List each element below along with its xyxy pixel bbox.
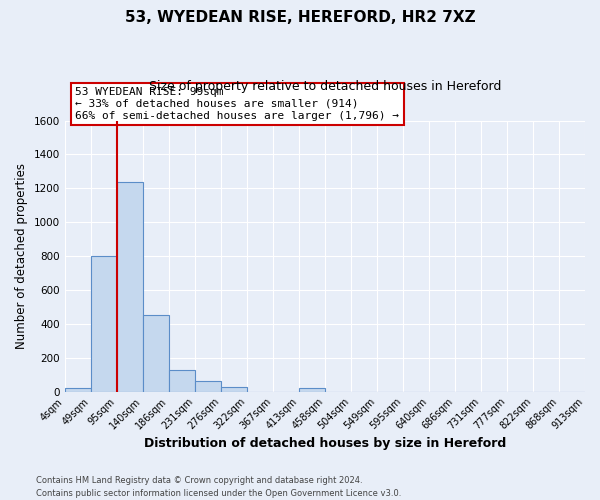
Bar [91,256,117,392]
Text: 53, WYEDEAN RISE, HEREFORD, HR2 7XZ: 53, WYEDEAN RISE, HEREFORD, HR2 7XZ [125,10,475,25]
Bar [221,388,247,392]
Bar [195,380,221,392]
Bar [117,182,143,392]
Text: Contains HM Land Registry data © Crown copyright and database right 2024.: Contains HM Land Registry data © Crown c… [36,476,362,485]
Text: Contains public sector information licensed under the Open Government Licence v3: Contains public sector information licen… [36,488,401,498]
Bar [299,388,325,392]
Bar [169,370,195,392]
Y-axis label: Number of detached properties: Number of detached properties [15,163,28,349]
X-axis label: Distribution of detached houses by size in Hereford: Distribution of detached houses by size … [144,437,506,450]
Bar [143,316,169,392]
Title: Size of property relative to detached houses in Hereford: Size of property relative to detached ho… [149,80,501,93]
Bar [65,388,91,392]
Text: 53 WYEDEAN RISE: 99sqm
← 33% of detached houses are smaller (914)
66% of semi-de: 53 WYEDEAN RISE: 99sqm ← 33% of detached… [75,88,399,120]
